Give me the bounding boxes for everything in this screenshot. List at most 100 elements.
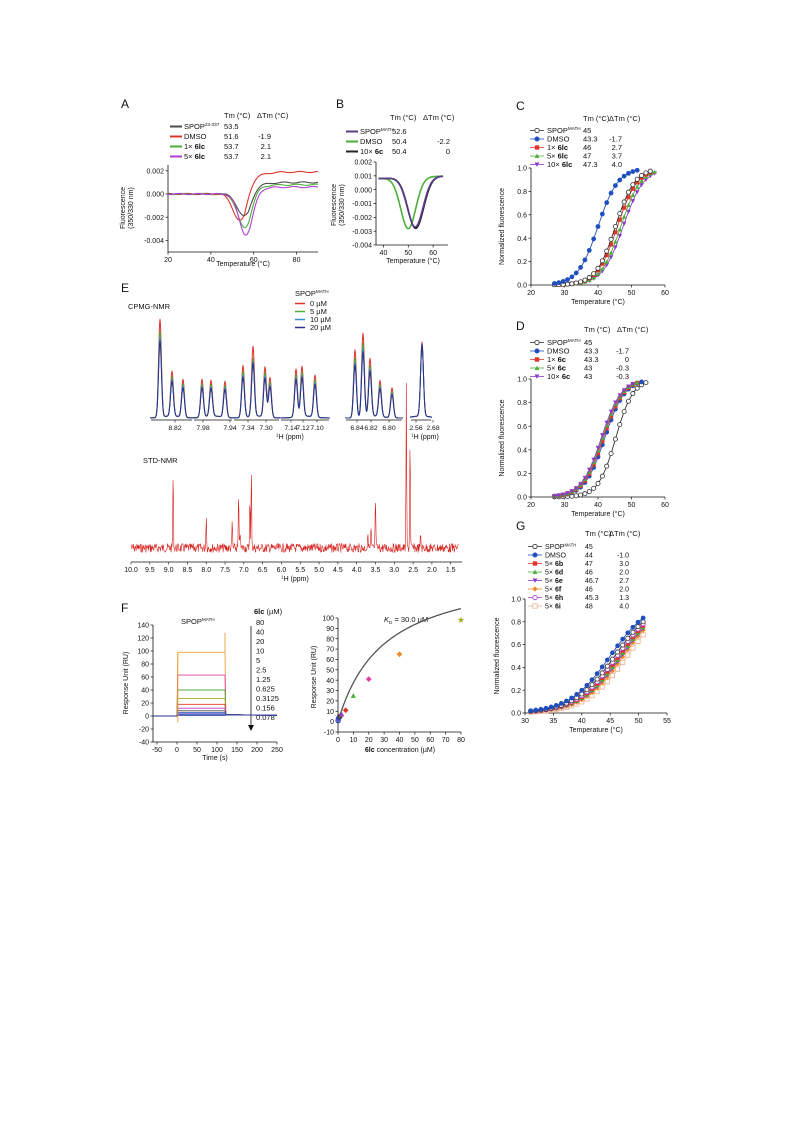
panel-C-point — [604, 248, 610, 254]
panel-C-point — [595, 265, 601, 271]
panel-B-legend-tm: 50.4 — [392, 147, 407, 156]
panel-C-point — [565, 281, 571, 287]
panel-C-y-tick-label: 0.4 — [517, 236, 527, 243]
panel-D-point — [578, 481, 583, 487]
panel-D-series-3 — [554, 381, 639, 497]
panel-D-point — [586, 467, 592, 472]
panel-D-point — [604, 463, 610, 469]
panel-F-fit-y-tick-label: 90 — [326, 626, 334, 633]
panel-C-point — [639, 183, 644, 188]
panel-D-header-dtm: ΔTm (°C) — [617, 325, 649, 334]
panel-D-y-tick-label: 0.2 — [517, 471, 527, 478]
panel-E-cpmg-tick-label: 6.82 — [364, 425, 377, 432]
panel-B-y-label: Fluorescence — [331, 184, 338, 226]
panel-G-point — [620, 642, 626, 648]
panel-E-std-tick-label: 3.5 — [371, 567, 381, 574]
panel-G-point — [625, 635, 631, 641]
panel-G-point — [625, 630, 631, 636]
panel-G-point — [620, 636, 626, 642]
panel-G-legend-label: 5× 6f — [545, 587, 562, 594]
panel-G-legend-dtm: 2.0 — [619, 587, 629, 594]
panel-F-y-label: Response Unit (RU) — [123, 652, 130, 715]
panel-G-point — [579, 687, 585, 693]
panel-C-series-0 — [554, 172, 656, 286]
panel-C-point — [647, 168, 653, 174]
panel-D-point — [587, 471, 592, 476]
panel-D-point — [591, 485, 597, 491]
panel-C-y-tick-label: 0.6 — [517, 212, 527, 219]
panel-C-point — [608, 236, 614, 242]
panel-G-legend-marker — [532, 552, 538, 558]
panel-C-point — [652, 169, 657, 174]
panel-G-legend-tm: 44 — [585, 553, 593, 560]
panel-D-y-tick-label: 1.0 — [517, 377, 527, 384]
panel-D-legend-tm: 43.3 — [584, 347, 599, 356]
panel-A-series-2 — [167, 183, 319, 229]
panel-F-fit-y-tick-label: 30 — [326, 688, 334, 695]
panel-F-arrow-head — [248, 725, 254, 731]
panel-C-point — [604, 252, 609, 258]
panel-E-std-tick-label: 8.0 — [201, 567, 211, 574]
panel-F-fit-y-label: Response Unit (RU) — [311, 646, 318, 709]
panel-C-legend-marker — [534, 127, 540, 134]
panel-D-point — [565, 491, 570, 496]
panel-F-fit-x-tick-label: 30 — [380, 737, 388, 744]
panel-D-point — [613, 404, 618, 409]
panel-D-x-tick-label: 20 — [527, 502, 535, 509]
panel-D-point — [643, 380, 649, 386]
panel-D-point — [591, 457, 596, 462]
panel-B-legend-label: 10× 6c — [360, 147, 383, 156]
panel-D-x-tick-label: 60 — [661, 502, 669, 509]
panel-C-point — [595, 224, 601, 229]
panel-C-point — [621, 173, 627, 179]
panel-C-point — [613, 245, 618, 250]
panel-D-point — [625, 398, 631, 404]
panel-F-fit-y-tick-label: 100 — [322, 616, 334, 623]
panel-D-point — [591, 462, 596, 467]
panel-G-header-tm: Tm (°C) — [585, 529, 612, 538]
panel-F-x-tick-label: 150 — [231, 747, 243, 754]
panel-F-kd-label: KD = 30.0 µM — [384, 615, 428, 625]
panel-B-y-tick-label: 0.002 — [354, 160, 372, 167]
panel-D-legend-marker — [534, 348, 540, 354]
panel-D-point — [612, 436, 618, 442]
panel-C-point — [630, 182, 636, 188]
panel-E-cpmg-tick-label: 8.82 — [168, 425, 181, 432]
panel-D-x-label: Temperature (°C) — [571, 510, 625, 518]
panel-C-point — [621, 199, 627, 205]
panel-E-cpmg-tick-label: 7.14 — [284, 425, 297, 432]
panel-D-legend-label: DMSO — [547, 347, 570, 356]
panel-F-fit-x-tick-label: 50 — [411, 737, 419, 744]
panel-B-x-tick-label: 40 — [380, 250, 388, 257]
panel-A-x-tick-label: 60 — [250, 257, 258, 264]
panel-E-cpmg-tick-label: 7.12 — [296, 425, 309, 432]
panel-B-x-tick-label: 50 — [404, 250, 412, 257]
panel-D-x-tick-label: 50 — [628, 502, 636, 509]
panel-F-fit-y-tick-label: 60 — [326, 657, 334, 664]
panel-B-header-tm: Tm (°C) — [390, 113, 417, 122]
panel-C-point — [639, 172, 645, 178]
panel-G-point — [609, 656, 615, 662]
panel-D-legend-label: 10× 6c — [547, 372, 570, 381]
panel-G-y-tick-label: 0.0 — [511, 711, 521, 718]
panel-D-point — [582, 491, 588, 497]
panel-G-legend-tm: 48 — [585, 604, 593, 611]
panel-D-x-tick-label: 40 — [594, 502, 602, 509]
panel-G-legend-marker — [532, 594, 538, 601]
panel-G-point — [609, 673, 615, 679]
panel-D-point — [600, 438, 605, 444]
panel-D-point — [608, 409, 614, 414]
panel-A-legend-label: 5× 6lc — [184, 152, 205, 161]
panel-C-legend-label: 1× 6lc — [547, 143, 568, 152]
panel-F-conc-label: 20 — [256, 637, 264, 646]
panel-C-point — [599, 258, 605, 264]
panel-C-point — [608, 242, 614, 247]
panel-F-x-label: Time (s) — [202, 755, 227, 762]
panel-G-legend-dtm: 1.3 — [619, 595, 629, 602]
panel-F-fit-y-tick-label: 70 — [326, 647, 334, 654]
panel-B-legend-tm: 50.4 — [392, 137, 407, 146]
panel-G-point — [604, 663, 610, 669]
panel-D-point — [604, 420, 610, 425]
panel-G-point — [640, 615, 646, 621]
panel-C-legend-tm: 47 — [583, 152, 591, 161]
